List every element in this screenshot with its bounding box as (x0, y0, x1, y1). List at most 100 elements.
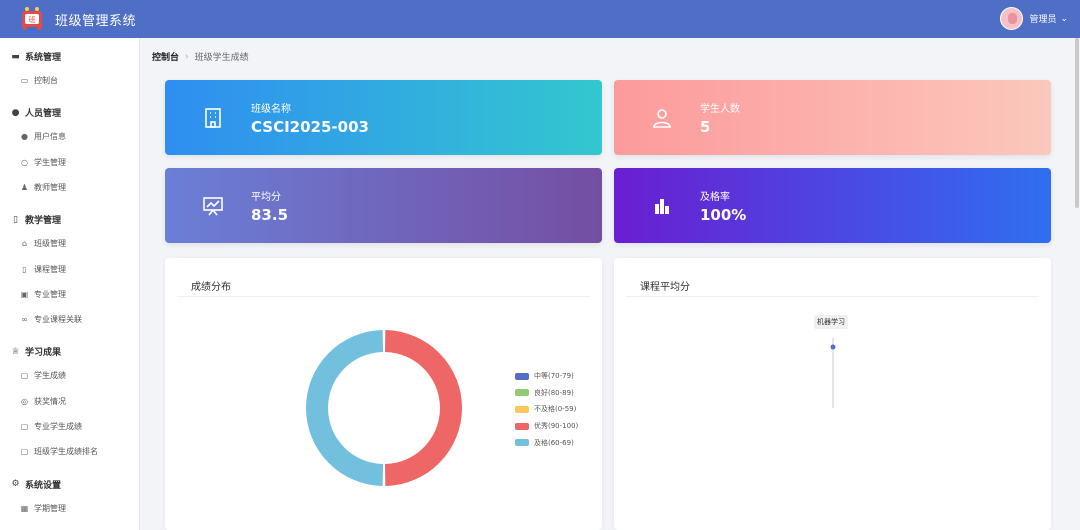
breadcrumb: 控制台 › 班级学生成绩 (152, 50, 249, 64)
sidebar-item-label: 课程管理 (34, 264, 66, 274)
notebook-icon: ▯ (22, 264, 27, 274)
stat-value: CSCI2025-003 (251, 118, 369, 136)
user-name[interactable]: 管理员 (1029, 15, 1057, 25)
legend-label: 不及格(0-59) (534, 405, 577, 414)
grade-distribution-panel: 成绩分布 中等(70-79) 良好(80-89) 不及格(0-59) 优秀(90-10… (165, 258, 602, 530)
sidebar-group-title[interactable]: ▬ 系统管理 (10, 50, 61, 64)
dashboard-icon: ▭ (20, 76, 29, 85)
chevron-down-icon[interactable]: ⌄ (1060, 13, 1068, 24)
sidebar-group-label: 人员管理 (25, 109, 62, 120)
link-icon: ∞ (21, 315, 28, 325)
stat-label: 学生人数 (700, 104, 740, 115)
data-point[interactable] (830, 344, 836, 350)
donut-slice[interactable] (384, 330, 463, 486)
sidebar-item-label: 获奖情况 (34, 396, 66, 406)
sidebar-group-label: 学习成果 (25, 348, 62, 359)
legend-swatch (515, 405, 529, 413)
scrollbar-thumb[interactable] (1075, 38, 1079, 208)
document-icon: ▢ (20, 371, 29, 381)
divider (177, 296, 590, 297)
sidebar-item[interactable]: ▢ 专业学生成绩 (19, 421, 134, 432)
legend-label: 及格(60-69) (534, 438, 574, 447)
sidebar-item[interactable]: ▢ 学生成绩 (19, 370, 134, 381)
stat-card-class-name: 班级名称 CSCI2025-003 (165, 80, 602, 155)
medal-icon: ◎ (21, 396, 28, 406)
legend-item[interactable]: 优秀(90-100) (515, 418, 578, 435)
app-title: 班级管理系统 (55, 13, 137, 29)
chevron-right-icon: › (185, 51, 189, 62)
sidebar-item-label: 学生管理 (34, 157, 66, 167)
legend-swatch (515, 439, 529, 447)
legend-item[interactable]: 不及格(0-59) (515, 401, 578, 418)
sidebar-item-label: 专业学生成绩 (34, 422, 82, 431)
user-menu[interactable]: 管理员 ⌄ (1000, 7, 1068, 30)
sidebar-item[interactable]: ▣ 专业管理 (19, 289, 134, 300)
sidebar-item[interactable]: ● 用户信息 (19, 131, 134, 142)
panel-title: 课程平均分 (640, 282, 690, 293)
stat-value: 5 (700, 118, 711, 136)
sidebar-item[interactable]: ∞ 专业课程关联 (19, 314, 134, 325)
sidebar-group-label: 系统设置 (25, 480, 62, 491)
sidebar-group-title[interactable]: ● 人员管理 (10, 106, 62, 120)
legend-label: 中等(70-79) (534, 372, 574, 381)
sidebar-item-label: 班级学生成绩排名 (34, 447, 98, 457)
panel-title: 成绩分布 (191, 282, 231, 293)
trophy-icon: ♕ (11, 346, 20, 357)
grade-donut-chart (305, 330, 463, 486)
document-icon: ▢ (20, 447, 29, 457)
stat-card-student-count: 学生人数 5 (614, 80, 1051, 155)
stat-value: 100% (700, 206, 747, 224)
app-logo-icon: 班 (17, 4, 47, 34)
sidebar-item[interactable]: ⌂ 班级管理 (19, 238, 134, 249)
stat-value: 83.5 (251, 206, 289, 224)
sidebar-item[interactable]: ○ 学生管理 (19, 157, 134, 168)
settings-icon: ⚙ (11, 479, 20, 490)
sidebar-item[interactable]: ▦ 学期管理 (19, 503, 134, 514)
donut-slice[interactable] (305, 330, 384, 486)
breadcrumb-home[interactable]: 控制台 (152, 53, 180, 63)
building-icon (201, 106, 225, 130)
divider (626, 296, 1039, 297)
monitor-icon: ▬ (11, 51, 20, 62)
avatar[interactable] (1000, 7, 1024, 30)
sidebar-item-label: 专业课程关联 (34, 315, 82, 325)
legend-item[interactable]: 中等(70-79) (515, 368, 578, 385)
scrollbar[interactable] (1074, 38, 1080, 208)
sidebar-item-label: 学生成绩 (34, 371, 66, 381)
sidebar-group-title[interactable]: ⚙ 系统设置 (10, 478, 61, 491)
user-outline-icon: ○ (21, 157, 28, 167)
calendar-icon: ▦ (20, 503, 29, 513)
stat-label: 及格率 (700, 192, 730, 203)
presentation-chart-icon (201, 194, 225, 218)
legend-label: 优秀(90-100) (534, 422, 579, 431)
course-average-panel: 课程平均分 机器学习 (614, 258, 1051, 530)
sidebar-item[interactable]: ▢ 班级学生成绩排名 (19, 446, 134, 457)
sidebar-item[interactable]: ▭ 控制台 (19, 75, 134, 86)
sidebar-group-label: 教学管理 (25, 216, 62, 227)
sidebar-item-label: 控制台 (34, 76, 58, 85)
sidebar-item[interactable]: ♟ 教师管理 (19, 182, 134, 193)
stat-label: 班级名称 (251, 104, 291, 115)
sidebar-item-label: 教师管理 (34, 182, 66, 192)
chart-legend: 中等(70-79) 良好(80-89) 不及格(0-59) 优秀(90-100) 及格(… (515, 368, 578, 451)
sidebar-item[interactable]: ◎ 获奖情况 (19, 396, 134, 407)
book-icon: ▯ (13, 214, 18, 225)
legend-item[interactable]: 及格(60-69) (515, 434, 578, 451)
sidebar-item[interactable]: ▯ 课程管理 (19, 264, 134, 275)
stat-card-pass-rate: 及格率 100% (614, 168, 1051, 243)
course-average-chart (830, 338, 836, 408)
stat-card-average-score: 平均分 83.5 (165, 168, 602, 243)
sidebar-item-label: 专业管理 (34, 289, 66, 299)
legend-item[interactable]: 良好(80-89) (515, 385, 578, 402)
stat-label: 平均分 (251, 192, 281, 203)
home-icon: ⌂ (21, 239, 28, 249)
user-icon: ● (11, 107, 20, 118)
breadcrumb-current: 班级学生成绩 (194, 53, 249, 63)
sidebar-group-title[interactable]: ♕ 学习成果 (10, 345, 62, 359)
legend-swatch (515, 389, 529, 397)
top-bar: 班 班级管理系统 管理员 ⌄ (0, 0, 1080, 38)
sidebar-group-title[interactable]: ▯ 教学管理 (10, 213, 62, 227)
user-icon: ● (21, 132, 28, 142)
sidebar-item-label: 用户信息 (34, 132, 66, 142)
teacher-icon: ♟ (20, 182, 29, 192)
